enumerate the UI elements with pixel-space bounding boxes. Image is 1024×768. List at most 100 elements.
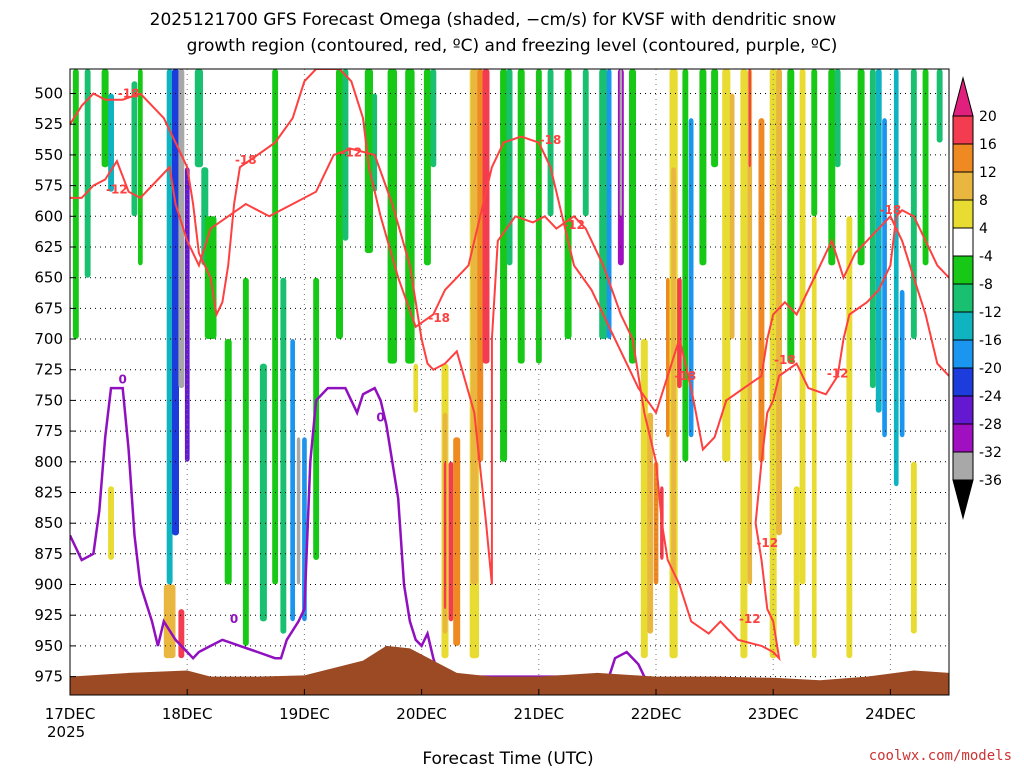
contour-label: -12 — [340, 146, 362, 160]
omega-band — [547, 69, 554, 217]
omega-band — [290, 339, 295, 622]
omega-band — [606, 69, 612, 339]
omega-band — [448, 461, 454, 622]
omega-band — [430, 69, 437, 168]
omega-band — [834, 69, 841, 168]
y-axis: 500 525 550 575 600 625 650 675 700 725 750 775 800 8… — [34, 85, 76, 686]
contour-label: 0 — [230, 612, 238, 626]
omega-band — [138, 69, 143, 266]
omega-band — [677, 277, 682, 389]
x-axis: 2025 17DEC 18DEC 19DEC 20DEC 21DEC 22DEC 23DEC… — [45, 689, 916, 741]
omega-band — [629, 69, 636, 364]
colorbar-label: -36 — [979, 473, 1002, 489]
omega-band — [740, 69, 748, 659]
y-tick-label: 600 — [34, 207, 63, 225]
contour-label: -12 — [739, 612, 761, 626]
x-axis-label: Forecast Time (UTC) — [422, 749, 593, 768]
y-tick-label: 525 — [34, 115, 63, 133]
terrain-fill — [70, 645, 949, 695]
omega-band — [166, 69, 173, 585]
omega-band — [372, 93, 378, 192]
x-tick-label: 20DEC — [396, 705, 447, 723]
contour-label: -18 — [428, 311, 450, 325]
x-tick-label: 23DEC — [748, 705, 799, 723]
omega-band — [423, 69, 431, 266]
omega-band — [936, 69, 943, 143]
chart-title-line2: growth region (contoured, red, ºC) and f… — [187, 36, 838, 56]
colorbar-label: 16 — [979, 137, 997, 153]
colorbar-segment — [952, 451, 974, 481]
y-tick-label: 925 — [34, 606, 63, 624]
y-tick-label: 550 — [34, 146, 63, 164]
omega-band — [599, 69, 608, 339]
x-tick-label: 21DEC — [514, 705, 565, 723]
x-tick-label: 18DEC — [162, 705, 213, 723]
omega-band — [857, 69, 865, 266]
omega-band — [893, 69, 899, 487]
omega-band — [477, 69, 484, 462]
contour-label: -18 — [540, 133, 562, 147]
y-tick-label: 500 — [34, 85, 63, 103]
contour-label: -18 — [774, 353, 796, 367]
omega-band — [470, 69, 478, 585]
colorbar-segment — [952, 283, 974, 313]
colorbar-label: 12 — [979, 165, 997, 181]
omega-band — [506, 69, 513, 266]
terrain — [70, 645, 949, 695]
omega-band — [453, 437, 461, 646]
dgz-contour-minus18 — [70, 69, 949, 452]
contours — [70, 69, 949, 678]
omega-band — [869, 69, 876, 389]
x-year-label: 2025 — [47, 723, 85, 741]
omega-band — [910, 69, 917, 339]
colorbar-segment — [952, 395, 974, 425]
contour-label: -12 — [563, 218, 585, 232]
omega-band — [799, 69, 806, 585]
chart-title-line1: 2025121700 GFS Forecast Omega (shaded, −… — [150, 10, 837, 30]
contour-label: -18 — [118, 87, 140, 101]
omega-band — [101, 69, 109, 168]
omega-band — [413, 363, 419, 413]
colorbar-label: -24 — [979, 389, 1002, 405]
colorbar-segment — [952, 227, 974, 257]
omega-band — [387, 69, 397, 364]
colorbar-label: -4 — [979, 249, 993, 265]
colorbar-segment — [952, 143, 974, 173]
omega-band — [758, 118, 765, 462]
omega-band — [922, 69, 929, 266]
y-tick-label: 575 — [34, 177, 63, 195]
contour-label: 0 — [376, 411, 384, 425]
omega-band — [666, 277, 670, 438]
colorbar-label: 8 — [979, 193, 988, 209]
omega-band — [846, 216, 853, 659]
y-tick-label: 675 — [34, 299, 63, 317]
colorbar-label: -8 — [979, 277, 993, 293]
y-tick-label: 900 — [34, 576, 63, 594]
contour-label: -18 — [674, 369, 696, 383]
colorbar-segment — [952, 339, 974, 369]
y-tick-label: 775 — [34, 422, 63, 440]
omega-band — [747, 69, 753, 585]
y-tick-label: 800 — [34, 453, 63, 471]
omega-band — [748, 69, 751, 168]
omega-band — [688, 118, 694, 438]
y-tick-label: 625 — [34, 238, 63, 256]
omega-band — [313, 277, 320, 560]
omega-band — [224, 339, 232, 585]
colorbar-segment — [952, 423, 974, 453]
y-tick-label: 725 — [34, 361, 63, 379]
contour-label: -12 — [827, 366, 849, 380]
y-tick-label: 975 — [34, 668, 63, 686]
omega-band — [640, 339, 648, 659]
colorbar-label: -16 — [979, 333, 1002, 349]
omega-band — [84, 69, 91, 278]
omega-band — [172, 69, 179, 536]
colorbar-segment — [952, 199, 974, 229]
omega-band — [296, 437, 301, 585]
x-tick-label: 17DEC — [45, 705, 96, 723]
y-tick-label: 650 — [34, 269, 63, 287]
omega-band — [769, 69, 777, 659]
omega-band — [405, 69, 415, 364]
y-tick-label: 825 — [34, 484, 63, 502]
colorbar: 20 16 12 8 4 -4 -8 -12 -16 -20 -24 -28 -32 -36 — [952, 76, 1002, 520]
